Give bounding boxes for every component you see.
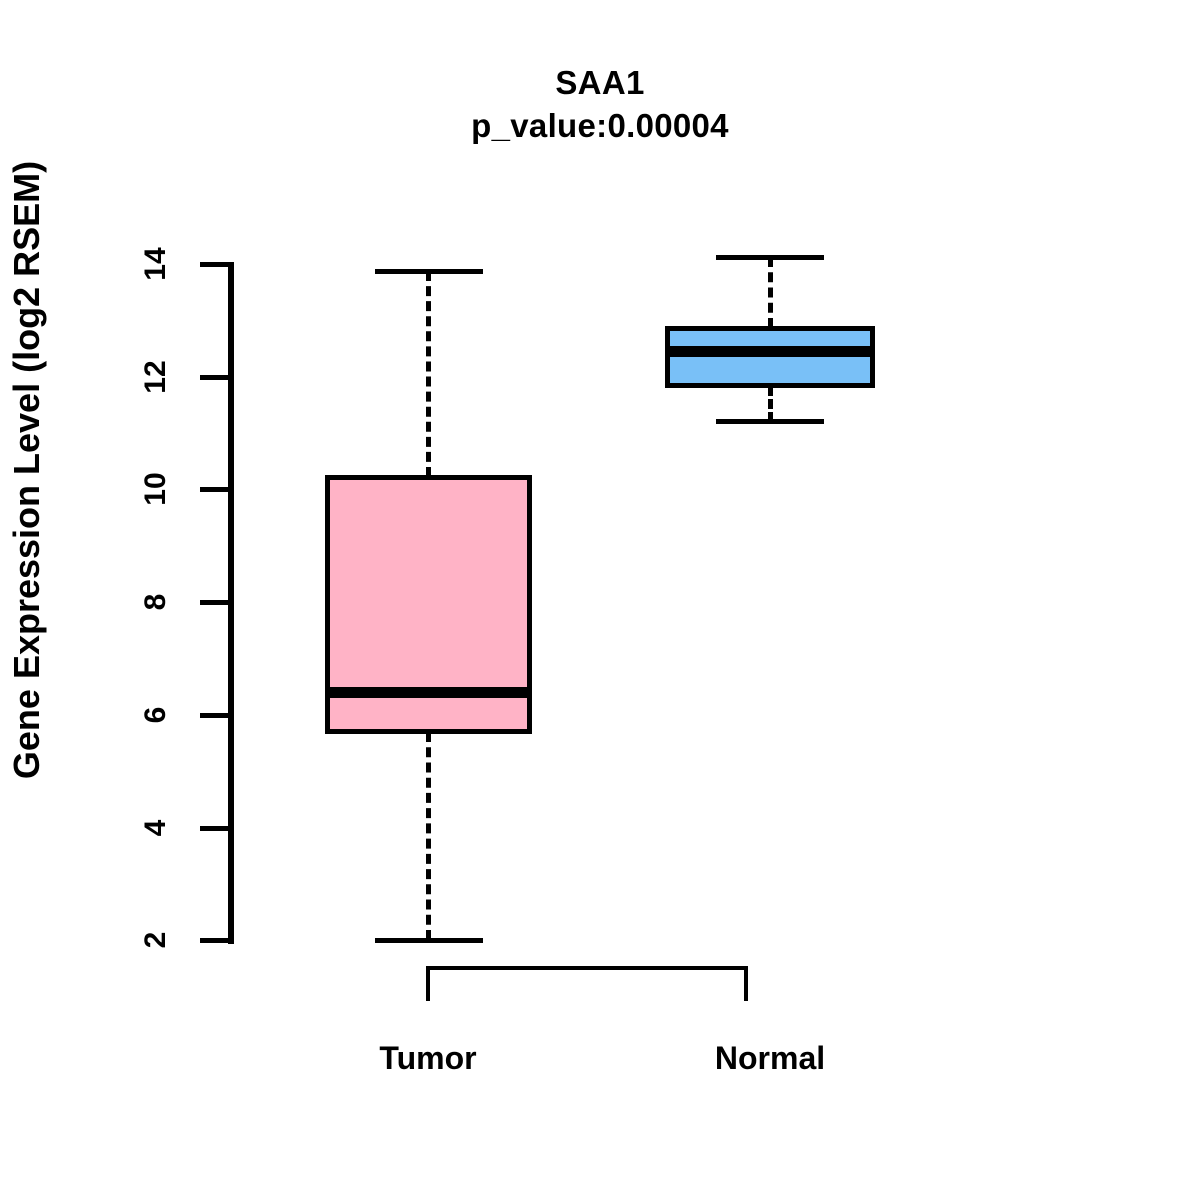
group-bracket-top xyxy=(426,966,748,970)
y-tick-8 xyxy=(200,600,230,605)
tumor-lower-whisker-cap xyxy=(374,937,483,943)
y-tick-4 xyxy=(200,826,230,831)
tumor-lower-whisker xyxy=(426,732,431,940)
y-tick-label-4: 4 xyxy=(139,819,172,837)
y-tick-10 xyxy=(200,487,230,492)
tumor-median-line xyxy=(325,686,532,698)
tumor-upper-whisker-cap xyxy=(374,268,483,274)
y-tick-label-14: 14 xyxy=(139,247,172,281)
y-tick-6 xyxy=(200,713,230,718)
y-axis-title: Gene Expression Level (log2 RSEM) xyxy=(6,160,47,780)
y-tick-12 xyxy=(200,375,230,380)
y-tick-label-6: 6 xyxy=(139,706,172,724)
tumor-upper-whisker xyxy=(426,271,431,478)
title-block: SAA1 p_value:0.00004 xyxy=(0,62,1200,148)
normal-box xyxy=(665,325,875,388)
y-tick-label-2: 2 xyxy=(139,931,172,949)
normal-lower-whisker xyxy=(767,385,773,422)
chart-subtitle: p_value:0.00004 xyxy=(471,107,729,144)
normal-upper-whisker xyxy=(767,257,773,328)
y-tick-label-10: 10 xyxy=(139,472,172,506)
group-bracket-left-tick xyxy=(426,966,430,1001)
y-tick-label-12: 12 xyxy=(139,360,172,394)
x-axis-label-normal: Normal xyxy=(714,1040,826,1076)
y-tick-2 xyxy=(200,938,230,943)
x-axis-label-tumor: Tumor xyxy=(379,1040,477,1076)
normal-lower-whisker-cap xyxy=(716,419,824,425)
chart-title: SAA1 xyxy=(555,64,645,101)
y-axis-line xyxy=(228,262,234,944)
normal-upper-whisker-cap xyxy=(716,254,824,260)
y-tick-14 xyxy=(200,262,230,267)
y-tick-label-8: 8 xyxy=(139,593,172,611)
group-bracket-right-tick xyxy=(744,966,748,1001)
normal-median-line xyxy=(665,345,875,357)
